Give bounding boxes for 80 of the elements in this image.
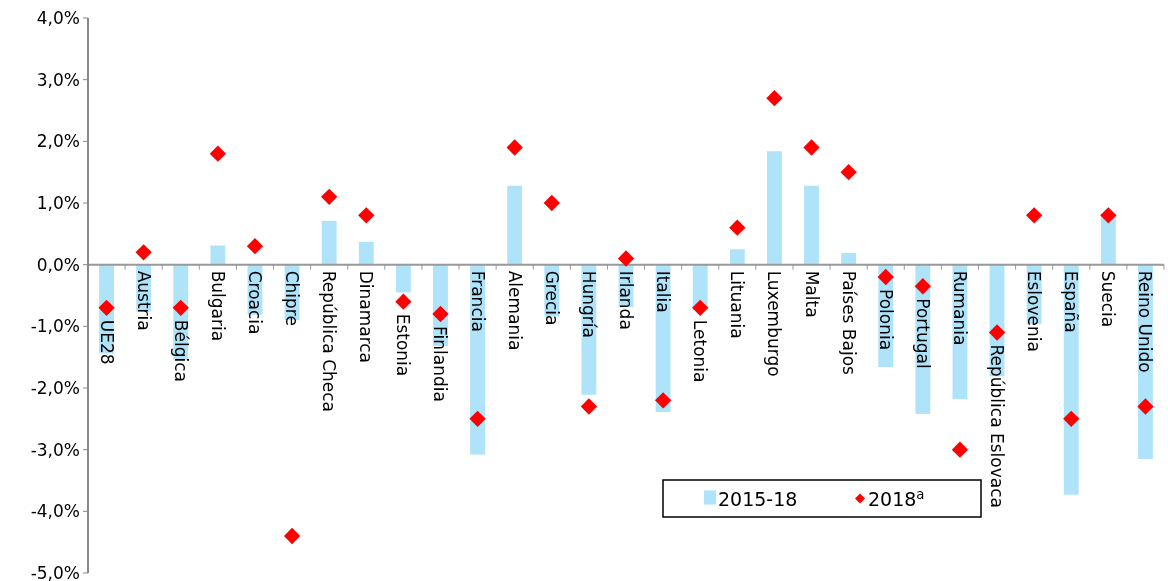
point	[914, 278, 931, 295]
x-tick-label: Eslovenia	[1024, 270, 1045, 352]
x-tick-label: Austria	[133, 270, 154, 331]
point	[321, 188, 338, 205]
point	[506, 139, 523, 156]
x-tick-label: Finlandia	[430, 326, 451, 402]
bar	[841, 252, 857, 265]
x-tick-label: Alemania	[504, 270, 525, 351]
point	[432, 305, 449, 323]
bar	[1100, 215, 1116, 265]
point	[98, 299, 115, 316]
y-tick-label: 4,0%	[36, 8, 80, 28]
x-tick-label: Luxemburgo	[764, 270, 785, 377]
x-tick-label: Malta	[801, 270, 822, 318]
x-tick-label: Croacia	[244, 270, 265, 335]
x-tick-label: Polonia	[875, 289, 896, 351]
y-tick-label: -1,0%	[30, 316, 80, 337]
x-tick-label: Italia	[653, 270, 674, 313]
y-tick-label: -4,0%	[30, 501, 80, 522]
point	[654, 392, 672, 409]
bar	[210, 245, 226, 265]
point	[246, 238, 264, 255]
point	[692, 299, 709, 316]
bar	[395, 264, 411, 293]
point	[358, 207, 375, 224]
x-tick-label: Francia	[467, 270, 488, 332]
y-tick-label: 0,0%	[36, 254, 80, 275]
x-tick-label: Letonia	[690, 319, 711, 383]
point	[1063, 410, 1080, 427]
x-tick-label: Suecia	[1098, 270, 1119, 328]
x-tick-label: Estonia	[393, 313, 414, 377]
point	[580, 398, 598, 415]
point	[1137, 398, 1154, 415]
y-tick-label: -5,0%	[30, 563, 80, 581]
legend-label: 2015-18	[718, 487, 798, 510]
x-tick-label: República Checa	[319, 270, 340, 413]
y-tick-label: 3,0%	[36, 69, 80, 90]
point	[840, 164, 857, 181]
bar	[321, 220, 337, 265]
x-tick-label: Países Bajos	[838, 270, 859, 376]
legend-label: 2018$^{a}$	[868, 486, 925, 510]
y-tick-label: 1,0%	[36, 193, 80, 213]
x-tick-label: Lituania	[727, 270, 748, 339]
x-tick-label: Rumania	[949, 270, 970, 346]
x-tick-label: Hungría	[578, 270, 599, 338]
x-tick-label: España	[1061, 270, 1082, 333]
point	[543, 194, 560, 212]
point	[877, 268, 894, 286]
x-tick-label: Dinamarca	[356, 270, 377, 364]
x-tick-label: Grecia	[541, 270, 562, 326]
x-tick-label: Portugal	[912, 298, 933, 369]
x-tick-label: UE28	[96, 319, 117, 365]
x-tick-label: Bulgaria	[207, 270, 228, 342]
point	[172, 299, 189, 316]
x-tick-label: Reino Unido	[1135, 270, 1156, 373]
bar	[804, 185, 819, 265]
bar	[729, 249, 745, 265]
x-tick-label: Bélgica	[170, 319, 191, 382]
bar	[766, 151, 782, 265]
x-tick-label: Chipre	[282, 270, 303, 326]
point	[283, 527, 301, 545]
point	[1100, 207, 1117, 224]
point	[951, 441, 969, 458]
y-tick-label: -3,0%	[30, 439, 80, 460]
point	[209, 145, 226, 162]
point	[469, 410, 486, 427]
bar	[358, 241, 374, 265]
point	[988, 324, 1006, 341]
x-tick-label: República Eslovaca	[987, 344, 1008, 508]
point	[729, 219, 746, 236]
point	[135, 244, 152, 261]
point	[803, 139, 820, 156]
x-tick-label: Irlanda	[616, 270, 636, 330]
y-tick-label: 2,0%	[36, 131, 80, 152]
y-tick-label: -2,0%	[30, 378, 80, 398]
bar	[507, 185, 523, 265]
point	[395, 293, 412, 310]
point	[1026, 207, 1043, 224]
point	[617, 250, 635, 267]
point	[766, 90, 783, 107]
